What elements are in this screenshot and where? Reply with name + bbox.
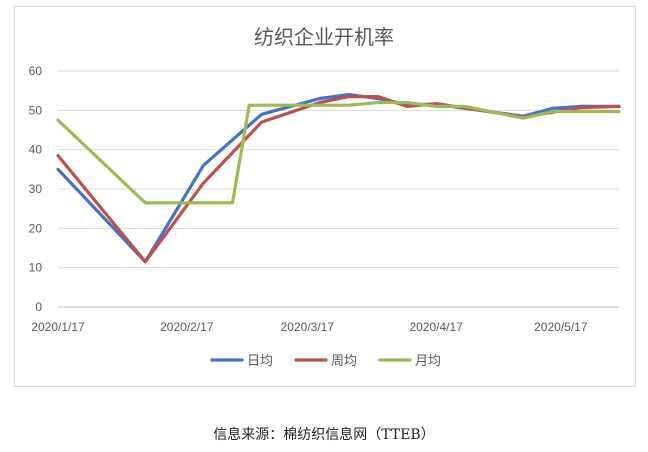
legend-label: 周均: [331, 354, 357, 369]
chart-title: 纺织企业开机率: [254, 25, 394, 49]
source-caption: 信息来源：棉纺织信息网（TTEB）: [213, 427, 435, 443]
x-tick-label: 2020/2/17: [160, 320, 214, 334]
chart-frame: [14, 6, 636, 387]
x-tick-label: 2020/5/17: [534, 320, 588, 334]
y-tick-label: 0: [35, 300, 42, 314]
x-tick-label: 2020/3/17: [281, 320, 335, 334]
y-tick-label: 60: [29, 64, 43, 78]
y-tick-label: 50: [29, 103, 43, 117]
legend-label: 日均: [247, 354, 273, 369]
y-tick-label: 10: [29, 261, 43, 275]
x-tick-label: 2020/1/17: [31, 320, 85, 334]
y-tick-label: 30: [29, 182, 43, 196]
series-line-3: [56, 100, 621, 205]
x-tick-label: 2020/4/17: [409, 320, 463, 334]
y-tick-label: 20: [29, 221, 43, 235]
series-line-1: [56, 92, 621, 264]
y-tick-label: 40: [29, 143, 43, 157]
legend-label: 月均: [415, 354, 441, 369]
series-line-2: [56, 94, 621, 264]
